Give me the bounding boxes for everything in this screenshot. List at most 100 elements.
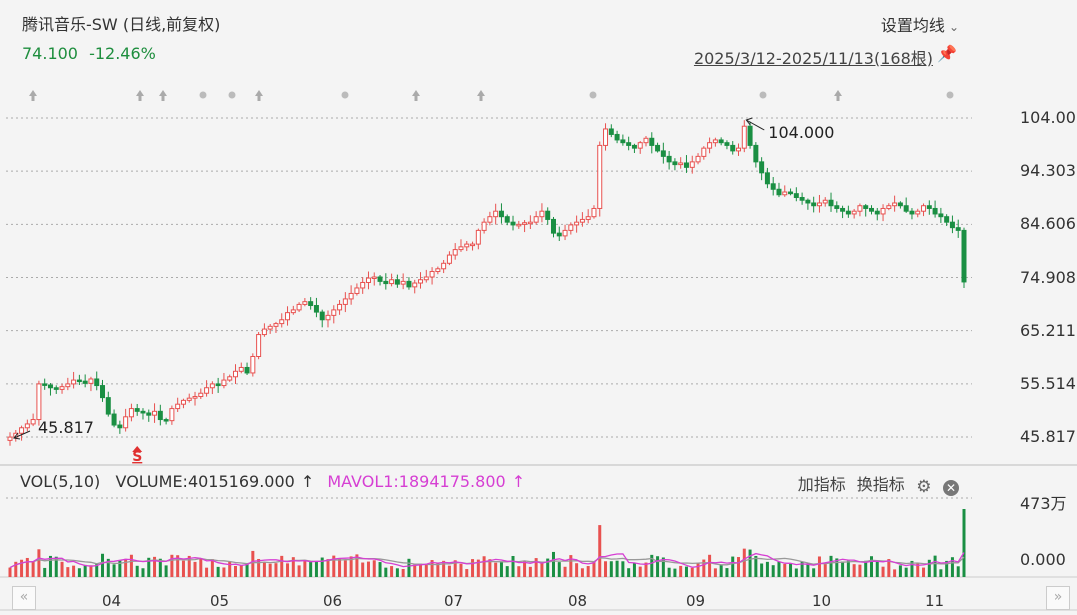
volume-bar bbox=[60, 561, 64, 577]
candle bbox=[574, 215, 580, 233]
volume-bar bbox=[667, 567, 671, 577]
candle bbox=[643, 136, 649, 147]
add-indicator-button[interactable]: 加指标 bbox=[797, 475, 846, 494]
volume-bar bbox=[419, 563, 423, 577]
volume-bar bbox=[251, 550, 255, 577]
y-tick-label: 45.817 bbox=[1020, 427, 1076, 446]
volume-bar bbox=[170, 554, 174, 577]
scroll-left-button[interactable]: « bbox=[12, 586, 36, 610]
candle bbox=[24, 419, 30, 432]
volume-bar bbox=[569, 555, 573, 577]
volume-bar bbox=[25, 557, 29, 577]
candle bbox=[470, 241, 476, 251]
date-range-link[interactable]: 2025/3/12-2025/11/13(168根) bbox=[693, 49, 933, 68]
candle bbox=[718, 137, 724, 146]
candle bbox=[198, 388, 204, 399]
candle bbox=[921, 203, 927, 217]
volume-bar bbox=[153, 556, 157, 577]
volume-bar bbox=[31, 561, 35, 577]
close-icon[interactable]: ✕ bbox=[943, 480, 959, 496]
candle bbox=[840, 205, 846, 219]
ma-settings-button[interactable]: 设置均线 ⌄ bbox=[881, 12, 959, 36]
candle bbox=[221, 372, 227, 389]
volume-value: VOLUME:4015169.000 bbox=[115, 472, 295, 491]
candle bbox=[238, 362, 244, 374]
volume-header: VOL(5,10) VOLUME:4015169.000 ↑ MAVOL1:189… bbox=[20, 472, 533, 491]
volume-bar bbox=[962, 509, 966, 577]
volume-bar bbox=[106, 558, 110, 577]
volume-bar bbox=[916, 562, 920, 577]
volume-bar bbox=[656, 556, 660, 577]
candle bbox=[192, 391, 198, 406]
event-marker-icon bbox=[255, 90, 263, 101]
volume-bar bbox=[910, 560, 914, 577]
volume-bar bbox=[956, 566, 960, 577]
candle bbox=[510, 215, 516, 231]
volume-bar bbox=[615, 560, 619, 577]
candle bbox=[53, 385, 59, 394]
pin-icon[interactable]: 📌 bbox=[937, 44, 957, 63]
volume-bar bbox=[604, 561, 608, 577]
volume-bar bbox=[476, 559, 480, 577]
volume-bar bbox=[447, 565, 451, 577]
candle bbox=[94, 371, 100, 391]
candle bbox=[105, 391, 111, 417]
x-tick-label: 04 bbox=[102, 592, 122, 610]
candle bbox=[169, 405, 175, 425]
volume-bar bbox=[216, 566, 220, 577]
scroll-right-button[interactable]: » bbox=[1046, 586, 1070, 610]
volume-bar bbox=[823, 564, 827, 577]
event-marker-icon bbox=[29, 90, 37, 101]
candle bbox=[880, 204, 886, 222]
volume-bar bbox=[592, 561, 596, 577]
volume-bar bbox=[349, 556, 353, 577]
arrow-up-icon: ↑ bbox=[511, 472, 526, 491]
volume-bar bbox=[326, 559, 330, 577]
candle bbox=[348, 285, 354, 305]
volume-bar bbox=[233, 565, 237, 577]
volume-bar bbox=[43, 567, 47, 577]
volume-bar bbox=[72, 565, 76, 577]
volume-bar bbox=[482, 556, 486, 577]
volume-bar bbox=[812, 568, 816, 577]
volume-bar bbox=[898, 565, 902, 577]
volume-bar bbox=[800, 561, 804, 577]
candle bbox=[331, 305, 337, 324]
volume-bar bbox=[933, 555, 937, 577]
volume-bar bbox=[384, 567, 388, 577]
volume-bar bbox=[644, 562, 648, 577]
switch-indicator-button[interactable]: 换指标 bbox=[856, 475, 905, 494]
x-tick-label: 08 bbox=[568, 592, 588, 610]
volume-bar bbox=[950, 557, 954, 577]
candle bbox=[591, 205, 597, 219]
mavol-value: MAVOL1:1894175.800 bbox=[327, 472, 506, 491]
candle bbox=[799, 192, 805, 205]
candle bbox=[863, 204, 869, 217]
candle bbox=[337, 300, 343, 315]
candle bbox=[620, 134, 626, 146]
candle bbox=[816, 194, 822, 213]
gear-icon[interactable]: ⚙ bbox=[916, 477, 932, 497]
candle bbox=[631, 143, 637, 154]
volume-bar bbox=[794, 568, 798, 577]
candle bbox=[163, 417, 169, 425]
candle bbox=[111, 409, 117, 428]
volume-bar bbox=[563, 566, 567, 577]
volume-bar bbox=[945, 560, 949, 577]
volume-bar bbox=[147, 557, 151, 577]
candle bbox=[915, 208, 921, 218]
candle bbox=[886, 203, 892, 211]
candle bbox=[903, 197, 909, 213]
volume-bar bbox=[332, 555, 336, 577]
candle bbox=[707, 137, 713, 154]
event-marker-icon bbox=[136, 90, 144, 101]
volume-bar bbox=[48, 555, 52, 577]
volume-bar bbox=[789, 563, 793, 577]
candle bbox=[747, 121, 753, 149]
candle bbox=[955, 219, 961, 238]
volume-bar bbox=[748, 549, 752, 577]
candle bbox=[493, 203, 499, 225]
event-marker-icon bbox=[946, 91, 954, 99]
candle bbox=[851, 208, 857, 219]
